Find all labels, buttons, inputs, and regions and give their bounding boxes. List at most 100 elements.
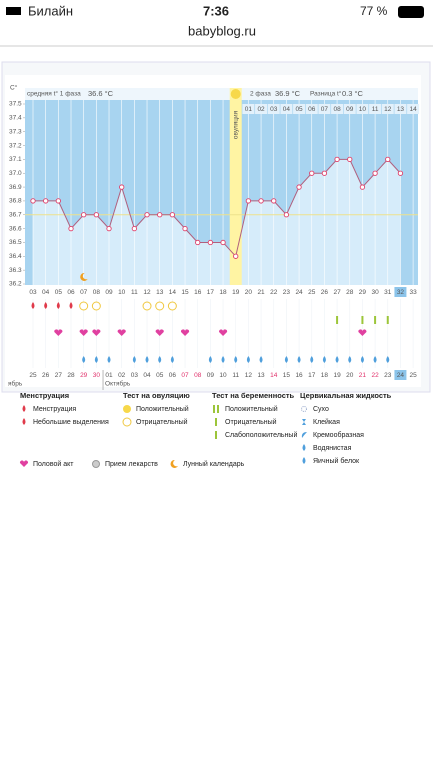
cycle-day: 05 <box>55 289 63 296</box>
pregnancy-icon <box>361 316 364 324</box>
cycle-day: 31 <box>384 289 392 296</box>
legend-item: Кремообразная <box>313 431 364 439</box>
legend-title: Тест на беременность <box>212 391 295 400</box>
legend-item: Клейкая <box>313 418 340 426</box>
date: 01 <box>105 372 113 379</box>
heart-icon <box>92 329 101 336</box>
phase2-day-cell <box>255 104 268 114</box>
heart-icon <box>358 329 367 336</box>
cycle-day: 18 <box>219 289 227 296</box>
cervical-icon <box>208 356 212 363</box>
phase2-day: 05 <box>295 106 303 113</box>
date: 23 <box>384 372 392 379</box>
cervical-icon <box>302 457 306 464</box>
url[interactable]: babyblog.ru <box>188 23 256 38</box>
cervical-icon <box>259 356 263 363</box>
header-band <box>25 88 418 100</box>
cervical-icon <box>360 356 364 363</box>
temperature-point <box>309 170 315 176</box>
phase2-day-cell <box>318 104 331 114</box>
current-date-cell <box>394 370 407 380</box>
date: 10 <box>219 372 227 379</box>
legend-title: Менструация <box>20 391 69 400</box>
temperature-point <box>30 198 36 204</box>
heart-icon <box>54 329 63 336</box>
carrier: Билайн <box>28 3 73 18</box>
y-tick-label: 37.0 <box>9 170 22 177</box>
temperature-point <box>207 239 214 246</box>
temperature-point <box>271 198 277 204</box>
phase2-day-cell <box>407 104 420 114</box>
y-tick-label: 37.3 <box>9 128 22 135</box>
legend-item: Положительный <box>225 405 278 413</box>
cycle-day: 25 <box>308 289 316 296</box>
temperature-point <box>195 239 201 246</box>
date: 25 <box>29 372 37 379</box>
pregnancy-icon <box>215 431 217 439</box>
menstruation-icon <box>56 302 60 309</box>
y-tick-label: 36.3 <box>9 267 22 274</box>
cervical-icon <box>170 356 174 363</box>
date: 22 <box>371 372 379 379</box>
pregnancy-icon <box>386 316 389 324</box>
temperature-point <box>106 225 112 232</box>
cervical-icon <box>221 356 225 363</box>
phase1-label: средняя t° 1 фаза <box>27 90 81 98</box>
temperature-point <box>347 156 353 163</box>
diff-value: 0.3 °C <box>342 89 364 98</box>
cycle-day: 26 <box>321 289 329 296</box>
cycle-day: 13 <box>156 289 164 296</box>
chart: средняя t° 1 фаза 36.6 °C 2 фаза 36.9 °C Раз… <box>8 84 420 390</box>
menstruation-icon <box>22 405 26 412</box>
signal-icon <box>6 7 21 15</box>
phase2-day: 03 <box>270 106 278 113</box>
legend-item: Половой акт <box>33 460 74 468</box>
pregnancy-icon <box>215 418 217 426</box>
cycle-day: 33 <box>409 289 417 296</box>
phase2-day-cell <box>267 104 280 114</box>
cervical-icon <box>132 356 136 363</box>
date: 16 <box>295 372 303 379</box>
temperature-point <box>283 212 290 218</box>
phase2-day: 07 <box>321 106 329 113</box>
phase2-day: 01 <box>245 106 253 113</box>
cervical-icon <box>348 356 352 363</box>
cervical-icon <box>310 356 314 363</box>
phase2-value: 36.9 °C <box>275 89 301 98</box>
battery-text: 77 % <box>360 4 388 18</box>
phase2-day-cell <box>280 104 293 114</box>
date: 07 <box>181 372 189 379</box>
temperature-point <box>372 170 378 176</box>
cervical-icon <box>302 419 306 425</box>
temperature-point <box>43 198 49 204</box>
pregnancy-icon <box>374 316 377 324</box>
temperature-point <box>334 156 340 163</box>
temperature-point <box>359 184 366 190</box>
cervical-icon <box>335 356 339 363</box>
cycle-day: 29 <box>359 289 367 296</box>
temperature-point <box>321 170 328 176</box>
temperature-point <box>233 253 239 259</box>
heart-icon <box>155 329 164 336</box>
ovulation-icon <box>142 301 152 311</box>
cervical-icon <box>158 356 162 363</box>
ovulation-icon <box>122 417 132 427</box>
date: 26 <box>42 372 50 379</box>
month-label: Октябрь <box>105 380 131 388</box>
cycle-day: 04 <box>42 289 50 296</box>
phase2-day: 02 <box>257 106 265 113</box>
diff-label: Разница t° <box>310 90 342 98</box>
pill-icon <box>92 460 100 468</box>
menstruation-icon <box>22 418 26 425</box>
cycle-day: 10 <box>118 289 126 296</box>
y-tick-label: 36.4 <box>9 253 22 260</box>
date: 19 <box>333 372 341 379</box>
clock: 7:36 <box>203 3 229 18</box>
cycle-day: 14 <box>169 289 177 296</box>
legend-item: Яичный белок <box>313 457 360 465</box>
phase2-day: 12 <box>384 106 392 113</box>
cycle-day: 21 <box>257 289 265 296</box>
date: 24 <box>397 372 405 379</box>
